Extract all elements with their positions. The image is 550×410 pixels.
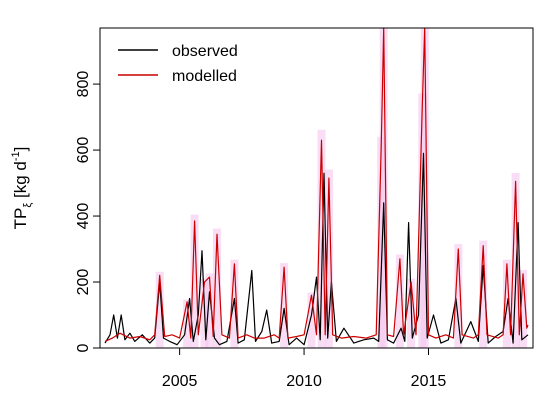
band-36: [324, 169, 333, 348]
x-axis: 2005 2010 2015: [162, 348, 447, 390]
series-line-observed: [104, 152, 529, 346]
band-56: [454, 244, 463, 348]
series-layer: [104, 27, 529, 346]
band-13: [190, 214, 199, 348]
band-11: [183, 299, 192, 348]
band-43: [379, 28, 388, 348]
y-axis-title: TPξ [kg d-1]: [10, 147, 34, 230]
band-66: [511, 173, 520, 348]
legend: observed modelled: [118, 43, 238, 85]
band-16: [205, 273, 214, 348]
y-tick-label-800: 800: [75, 71, 92, 98]
band-28: [280, 263, 289, 348]
band-60: [479, 240, 488, 348]
band-7: [155, 271, 164, 348]
y-tick-label-600: 600: [75, 137, 92, 164]
x-tick-label-2015: 2015: [411, 373, 447, 390]
plot-frame: [99, 27, 534, 349]
legend-label-modelled: modelled: [172, 68, 237, 85]
band-68: [519, 270, 528, 348]
svg-text:TPξ [kg d-1]: TPξ [kg d-1]: [10, 147, 34, 230]
band-34: [317, 129, 326, 348]
x-tick-label-2010: 2010: [286, 373, 322, 390]
band-18: [212, 228, 221, 348]
band-46: [395, 254, 404, 348]
series-line-modelled: [104, 27, 529, 342]
y-tick-label-0: 0: [75, 343, 92, 352]
y-tick-label-200: 200: [75, 269, 92, 296]
band-32: [307, 292, 316, 348]
legend-label-observed: observed: [172, 43, 238, 60]
x-tick-label-2005: 2005: [162, 373, 198, 390]
y-axis: 0 200 400 600 800: [75, 71, 100, 352]
y-tick-label-400: 400: [75, 203, 92, 230]
